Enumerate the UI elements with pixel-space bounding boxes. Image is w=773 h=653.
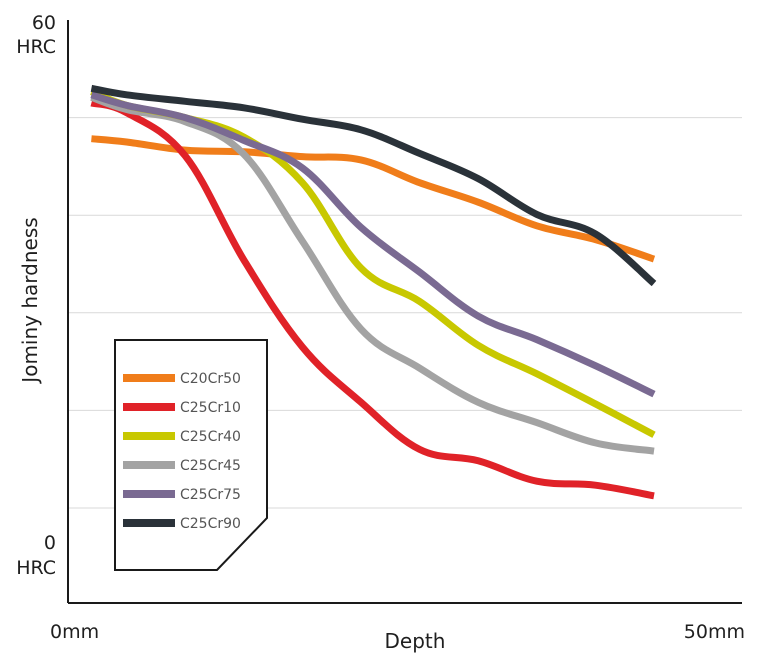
y-tick-top-unit: HRC — [16, 36, 56, 58]
legend-label-c25cr75: C25Cr75 — [180, 487, 241, 503]
legend-label-c25cr10: C25Cr10 — [180, 400, 241, 416]
legend-swatch-c25cr75 — [123, 490, 175, 498]
legend-swatch-c25cr90 — [123, 519, 175, 527]
legend-swatch-c25cr10 — [123, 403, 175, 411]
y-tick-bottom-unit: HRC — [16, 557, 56, 579]
x-tick-max: 50mm — [684, 621, 745, 643]
y-axis-title: Jominy hardness — [18, 217, 42, 384]
legend-swatch-c20cr50 — [123, 374, 175, 382]
legend-label-c25cr45: C25Cr45 — [180, 458, 241, 474]
legend-label-c25cr40: C25Cr40 — [180, 429, 241, 445]
y-tick-top-value: 60 — [32, 12, 56, 34]
x-tick-min: 0mm — [50, 621, 99, 643]
legend-swatch-c25cr45 — [123, 461, 175, 469]
legend-label-c20cr50: C20Cr50 — [180, 371, 241, 387]
legend-swatch-c25cr40 — [123, 432, 175, 440]
x-axis-title: Depth — [385, 629, 446, 653]
y-tick-bottom-value: 0 — [44, 532, 56, 554]
legend-label-c25cr90: C25Cr90 — [180, 516, 241, 532]
